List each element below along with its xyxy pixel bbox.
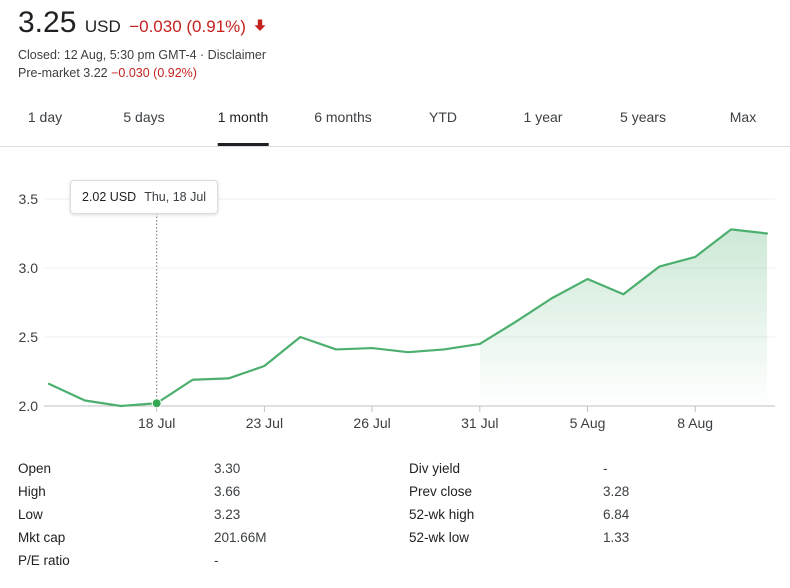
stat-value-pe-ratio: -	[214, 553, 219, 568]
stat-label-high: High	[18, 484, 46, 499]
stat-value-prev-close: 3.28	[603, 484, 630, 499]
stat-label-open: Open	[18, 461, 52, 476]
y-tick-label: 3.0	[19, 260, 39, 276]
stat-value-open: 3.30	[214, 461, 241, 476]
quote-header: 3.25 USD −0.030 (0.91%)	[18, 6, 267, 40]
stat-value-52wk-low: 1.33	[603, 530, 630, 545]
x-tick-label: 18 Jul	[138, 415, 175, 431]
x-tick-label: 5 Aug	[570, 415, 606, 431]
stat-label-mkt-cap: Mkt cap	[18, 530, 66, 545]
y-tick-label: 2.0	[19, 398, 39, 414]
stat-value-mkt-cap: 201.66M	[214, 530, 267, 545]
stat-value-52wk-high: 6.84	[603, 507, 630, 522]
hover-tooltip: 2.02 USD Thu, 18 Jul	[70, 180, 219, 214]
stat-label-52wk-high: 52-wk high	[409, 507, 475, 522]
area-fill	[479, 229, 767, 406]
current-price: 3.25	[18, 6, 77, 39]
tab-1-month[interactable]: 1 month	[217, 100, 269, 146]
price-change: −0.030 (0.91%)	[129, 17, 246, 36]
y-tick-label: 2.5	[19, 329, 39, 345]
tab-1-year[interactable]: 1 year	[523, 109, 563, 125]
range-tabs: 1 day 5 days 1 month 6 months YTD 1 year…	[0, 100, 790, 147]
stat-label-prev-close: Prev close	[409, 484, 473, 499]
price-chart[interactable]: 2.0 2.5 3.0 3.5 18 Jul 23 Jul 26 Jul 31 Jul 5 Au…	[0, 148, 790, 438]
tooltip-date: Thu, 18 Jul	[144, 190, 207, 204]
stat-label-52wk-low: 52-wk low	[409, 530, 470, 545]
x-tick-label: 23 Jul	[246, 415, 283, 431]
stat-label-pe-ratio: P/E ratio	[18, 553, 70, 568]
stat-value-div-yield: -	[603, 461, 608, 476]
tab-5-days[interactable]: 5 days	[123, 109, 165, 125]
stat-value-low: 3.23	[214, 507, 241, 522]
tab-max[interactable]: Max	[729, 109, 757, 125]
premarket-info: Pre-market 3.22 −0.030 (0.92%)	[18, 66, 197, 80]
tab-ytd[interactable]: YTD	[429, 109, 457, 125]
tab-6-months[interactable]: 6 months	[314, 109, 372, 125]
closed-info: Closed: 12 Aug, 5:30 pm GMT-4 · Disclaim…	[18, 48, 267, 62]
tooltip-value: 2.02 USD	[82, 190, 137, 204]
stat-label-low: Low	[18, 507, 43, 522]
price-line	[47, 228, 769, 408]
tab-5-years[interactable]: 5 years	[620, 109, 666, 125]
x-tick-label: 31 Jul	[461, 415, 498, 431]
stat-value-high: 3.66	[214, 484, 241, 499]
x-tick-label: 26 Jul	[353, 415, 390, 431]
premarket-label: Pre-market 3.22	[18, 66, 108, 80]
y-tick-label: 3.5	[19, 191, 39, 207]
hover-point	[151, 398, 162, 409]
x-tick-label: 8 Aug	[677, 415, 713, 431]
arrow-down-icon	[253, 18, 267, 37]
tab-1-day[interactable]: 1 day	[27, 109, 63, 125]
currency-label: USD	[84, 17, 121, 36]
stat-label-div-yield: Div yield	[409, 461, 461, 476]
premarket-change: −0.030 (0.92%)	[111, 66, 197, 80]
active-tab-underline	[217, 143, 269, 146]
